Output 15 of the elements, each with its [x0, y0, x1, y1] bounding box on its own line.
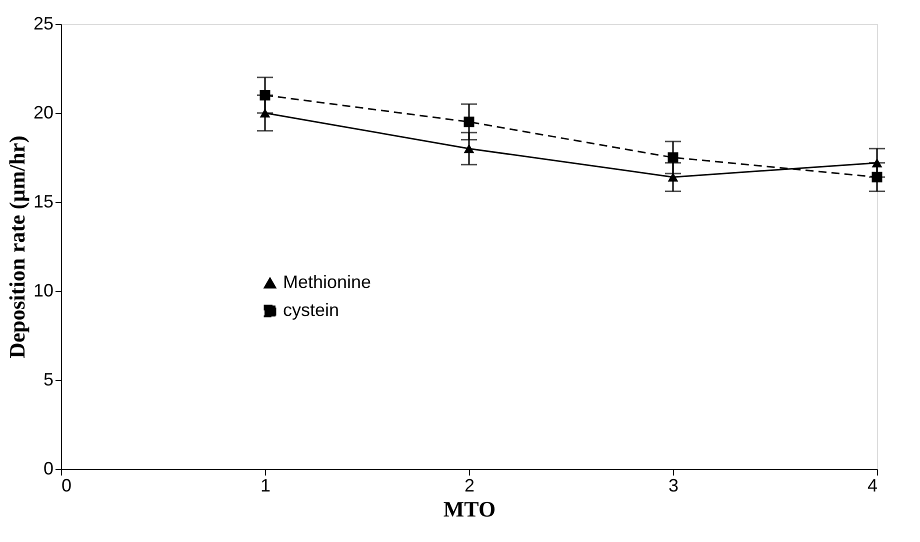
x-tick-label: 4 — [867, 476, 878, 496]
y-tick-label: 10 — [33, 280, 54, 300]
legend-label: cystein — [283, 300, 340, 320]
x-tick-label: 0 — [62, 476, 72, 496]
y-tick-label: 25 — [33, 14, 54, 34]
y-tick-label: 5 — [43, 370, 54, 390]
y-tick-label: 20 — [33, 102, 54, 122]
legend-label: Methionine — [283, 272, 372, 292]
x-tick-label: 1 — [260, 476, 271, 496]
y-axis-title: Deposition rate (µm/hr) — [4, 136, 30, 358]
x-tick-label: 3 — [668, 476, 679, 496]
x-axis-title: MTO — [443, 496, 496, 522]
x-tick-label: 2 — [464, 476, 475, 496]
y-tick-label: 15 — [33, 192, 54, 212]
y-tick-label: 0 — [43, 458, 54, 478]
